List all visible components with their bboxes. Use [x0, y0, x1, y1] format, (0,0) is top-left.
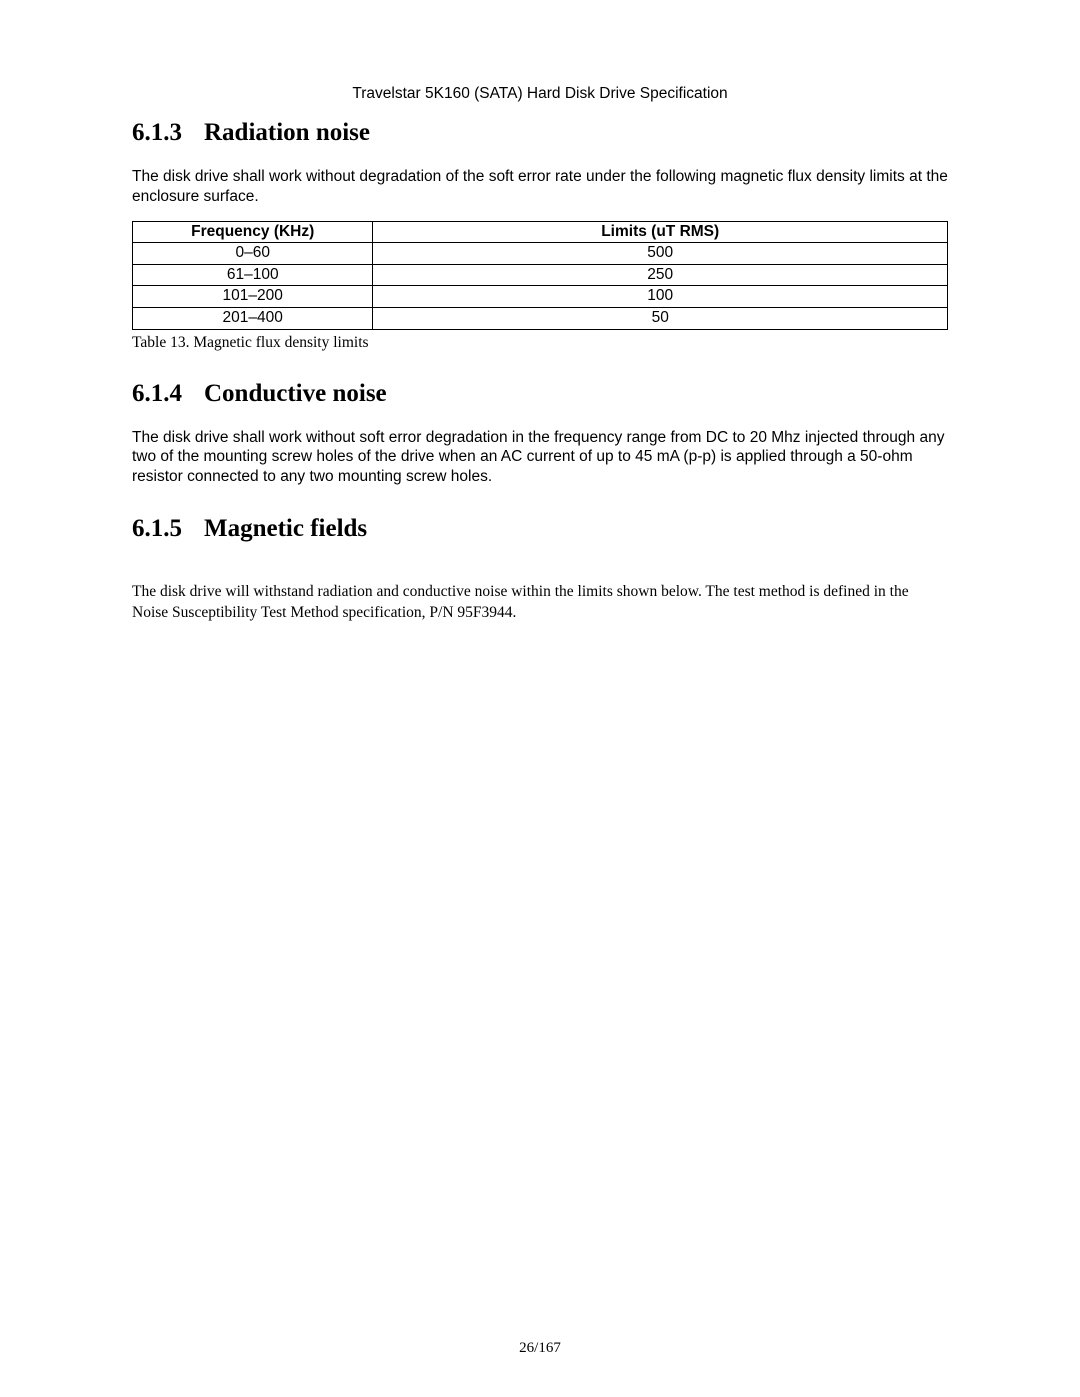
table-cell: 50 [373, 308, 948, 330]
table-caption: Table 13. Magnetic flux density limits [132, 334, 948, 352]
section-title: Radiation noise [204, 119, 370, 146]
table-cell: 101–200 [133, 286, 373, 308]
table-row: 61–100 250 [133, 264, 948, 286]
section-title: Magnetic fields [204, 515, 367, 542]
table-cell: 250 [373, 264, 948, 286]
section-number: 6.1.5 [132, 515, 204, 543]
section-heading-conductive: 6.1.4Conductive noise [132, 380, 948, 408]
table-header-row: Frequency (KHz) Limits (uT RMS) [133, 221, 948, 243]
paragraph-radiation: The disk drive shall work without degrad… [132, 167, 948, 207]
paragraph-magnetic: The disk drive will withstand radiation … [132, 581, 948, 624]
section-number: 6.1.4 [132, 380, 204, 408]
table-cell: 61–100 [133, 264, 373, 286]
section-title: Conductive noise [204, 380, 387, 407]
section-number: 6.1.3 [132, 119, 204, 147]
table-cell: 500 [373, 243, 948, 265]
table-header-limits: Limits (uT RMS) [373, 221, 948, 243]
page-number: 26/167 [0, 1340, 1080, 1357]
table-row: 201–400 50 [133, 308, 948, 330]
table-cell: 0–60 [133, 243, 373, 265]
section-heading-radiation: 6.1.3Radiation noise [132, 119, 948, 147]
document-header: Travelstar 5K160 (SATA) Hard Disk Drive … [132, 85, 948, 103]
section-heading-magnetic: 6.1.5Magnetic fields [132, 515, 948, 543]
paragraph-conductive: The disk drive shall work without soft e… [132, 428, 948, 487]
table-cell: 100 [373, 286, 948, 308]
flux-density-table: Frequency (KHz) Limits (uT RMS) 0–60 500… [132, 221, 948, 330]
table-cell: 201–400 [133, 308, 373, 330]
table-header-frequency: Frequency (KHz) [133, 221, 373, 243]
table-row: 101–200 100 [133, 286, 948, 308]
table-row: 0–60 500 [133, 243, 948, 265]
